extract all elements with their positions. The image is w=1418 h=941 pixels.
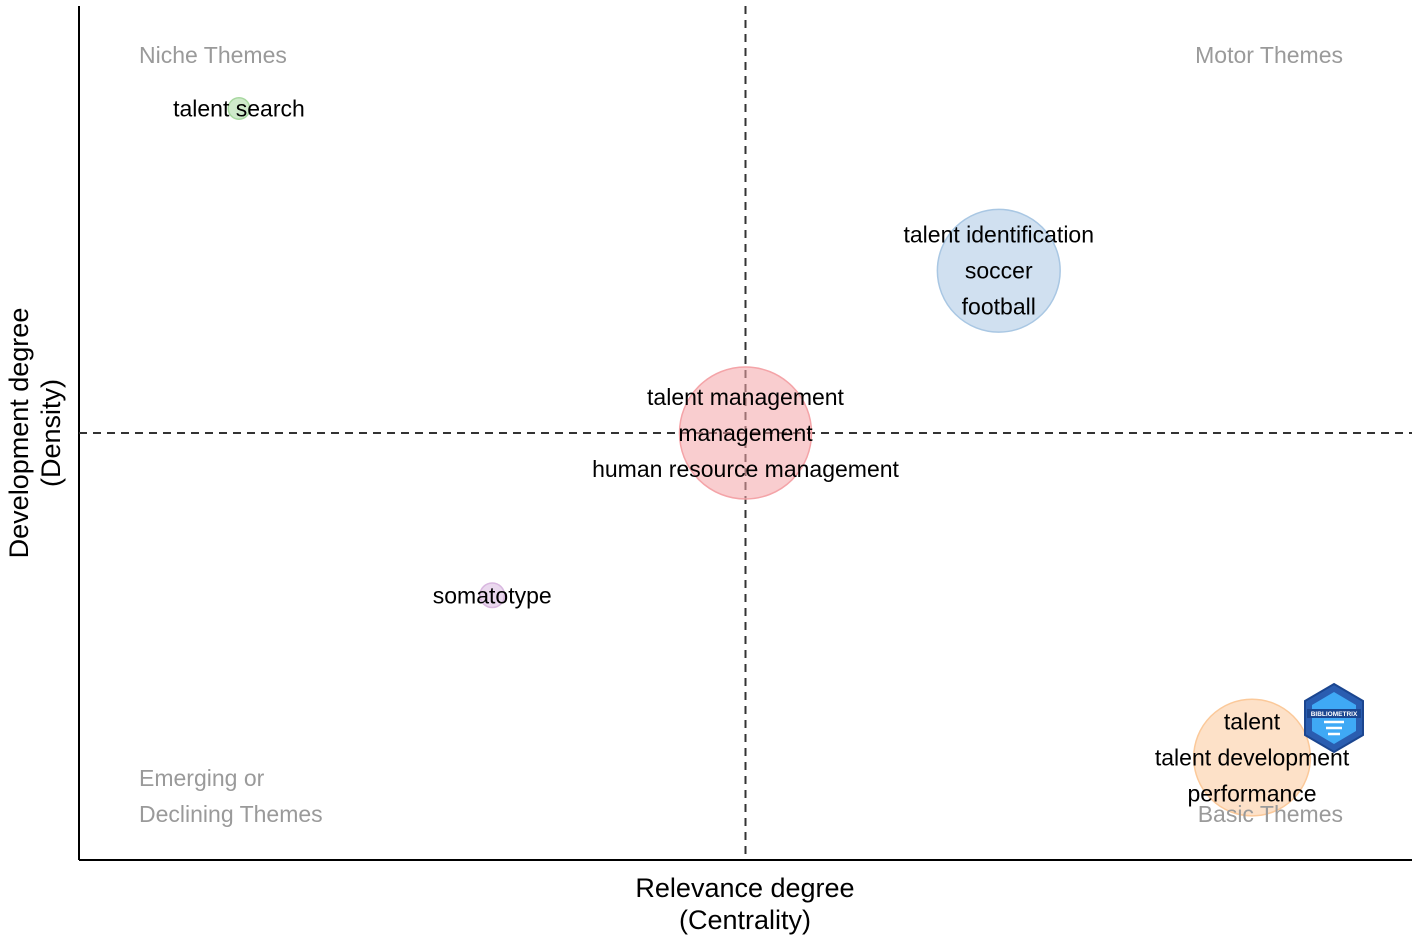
points-layer: talent search talent identification soccer… (173, 95, 1350, 817)
quadrant-label-emerging-line2: Declining Themes (139, 801, 323, 827)
y-axis-title-line1: Development degree (4, 308, 34, 559)
theme-label: talent search (173, 95, 305, 121)
theme-label: somatotype (433, 582, 552, 608)
theme-label: talent development (1155, 745, 1350, 771)
quadrant-label-niche: Niche Themes (139, 42, 287, 68)
theme-label: performance (1187, 781, 1316, 807)
y-axis-title-line2: (Density) (36, 379, 66, 487)
theme-label: soccer (965, 258, 1033, 284)
theme-bubble (678, 366, 813, 500)
theme-bubble (936, 208, 1061, 333)
theme-bubble (1192, 698, 1312, 817)
logo-text: BIBLIOMETRIX (1311, 711, 1358, 718)
theme-label: human resource management (592, 456, 899, 482)
x-axis-title-line1: Relevance degree (635, 873, 854, 903)
theme-label: management (678, 420, 813, 446)
theme-label: talent management (647, 384, 845, 410)
quadrant-label-motor: Motor Themes (1195, 42, 1343, 68)
bibliometrix-logo-icon: BIBLIOMETRIX (1304, 682, 1364, 754)
quadrant-label-basic: Basic Themes (1198, 801, 1343, 827)
x-axis-title-line2: (Centrality) (679, 905, 811, 935)
theme-bubble (227, 96, 251, 120)
theme-label: football (962, 294, 1036, 320)
theme-bubble (479, 582, 506, 609)
quadrant-label-emerging-line1: Emerging or (139, 765, 265, 791)
theme-label: talent (1224, 709, 1281, 735)
theme-label: talent identification (904, 222, 1095, 248)
